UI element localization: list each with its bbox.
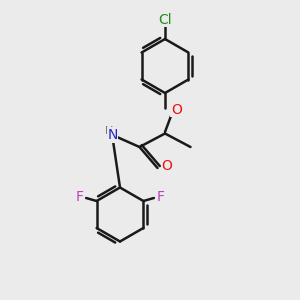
Text: F: F: [157, 190, 165, 204]
Text: F: F: [75, 190, 83, 204]
Text: Cl: Cl: [158, 13, 172, 26]
Text: N: N: [107, 128, 118, 142]
Text: H: H: [104, 125, 113, 136]
Text: O: O: [171, 103, 182, 116]
Text: O: O: [162, 160, 172, 173]
